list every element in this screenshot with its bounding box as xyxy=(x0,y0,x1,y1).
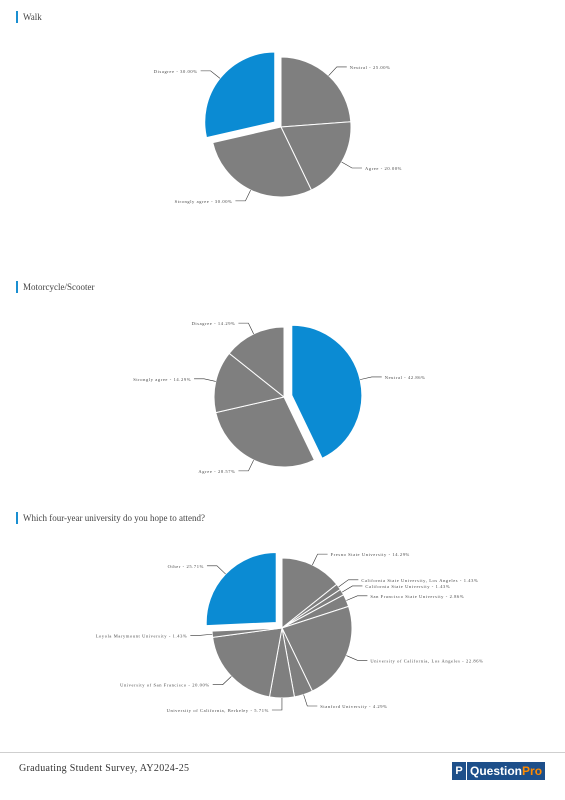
pie-slice xyxy=(215,396,316,468)
slice-label: Neutral - 42.86% xyxy=(385,375,426,380)
questionpro-logo: P QuestionPro xyxy=(452,762,546,780)
leader-line xyxy=(341,585,363,593)
leader-line xyxy=(341,161,363,169)
leader-line xyxy=(359,376,382,380)
pie-slice xyxy=(205,551,277,627)
walk-pie-chart: Neutral - 25.00% Agree - 20.00% Strongly a… xyxy=(154,51,402,204)
pie-slice xyxy=(212,627,283,698)
slice-label: University of California, Los Angeles - … xyxy=(370,658,483,664)
leader-line xyxy=(312,553,328,566)
slice-label: Agree - 28.57% xyxy=(198,469,235,474)
slice-label: Agree - 20.00% xyxy=(365,166,402,171)
slice-label: California State University - 1.43% xyxy=(365,584,450,589)
logo-wordmark: QuestionPro xyxy=(467,762,546,780)
slice-label: Fresno State University - 14.29% xyxy=(331,552,410,557)
leader-line xyxy=(328,66,347,76)
slice-label: Strongly agree - 14.29% xyxy=(133,377,191,382)
leader-line xyxy=(238,322,254,335)
footer-divider xyxy=(0,752,565,753)
pie-slice xyxy=(280,56,352,128)
slice-label: San Francisco State University - 2.86% xyxy=(370,594,464,599)
pie-slice xyxy=(212,126,313,198)
leader-line xyxy=(238,459,254,472)
motorcycle-pie-chart: Neutral - 42.86% Agree - 28.57% Strongly a… xyxy=(133,321,426,474)
chart-title-walk: Walk xyxy=(16,11,42,23)
chart-title-university: Which four-year university do you hope t… xyxy=(16,512,205,524)
slice-label: Disagree - 14.29% xyxy=(192,321,236,326)
leader-line xyxy=(346,655,368,661)
slice-label: Other - 25.71% xyxy=(168,564,204,569)
slice-label: Stanford University - 4.29% xyxy=(320,704,387,709)
slice-label: University of San Francisco - 20.00% xyxy=(120,683,210,688)
leader-line xyxy=(303,694,318,707)
logo-mark-icon: P xyxy=(452,762,466,780)
leader-line xyxy=(194,378,216,382)
slice-label: Neutral - 25.00% xyxy=(350,65,391,70)
slice-label: University of California, Berkeley - 5.7… xyxy=(167,708,269,714)
slice-label: Disagree - 30.00% xyxy=(154,69,198,74)
leader-line xyxy=(235,189,251,202)
leader-line xyxy=(338,579,359,588)
leader-line xyxy=(346,595,368,601)
leader-line xyxy=(271,697,283,711)
pie-slice xyxy=(281,557,338,630)
logo-word-pro: Pro xyxy=(522,764,543,778)
logo-word-question: Question xyxy=(470,764,523,778)
leader-line xyxy=(200,70,221,79)
university-pie-chart: Fresno State University - 14.29% Californ… xyxy=(96,551,483,714)
pie-slice xyxy=(280,121,352,191)
leader-line xyxy=(206,565,226,575)
slice-label: Strongly agree - 30.00% xyxy=(175,199,233,204)
footer-survey-title: Graduating Student Survey, AY2024-25 xyxy=(19,763,190,774)
leader-line xyxy=(212,676,232,685)
pie-slice xyxy=(213,352,286,414)
slice-label: California State University, Los Angeles… xyxy=(361,578,478,584)
pie-slice xyxy=(204,51,276,139)
chart-title-motorcycle: Motorcycle/Scooter xyxy=(16,281,94,293)
slice-label: Loyola Marymount University - 1.43% xyxy=(96,633,188,638)
pie-slice xyxy=(281,605,353,692)
pie-slice xyxy=(228,326,285,399)
leader-line xyxy=(190,633,213,636)
